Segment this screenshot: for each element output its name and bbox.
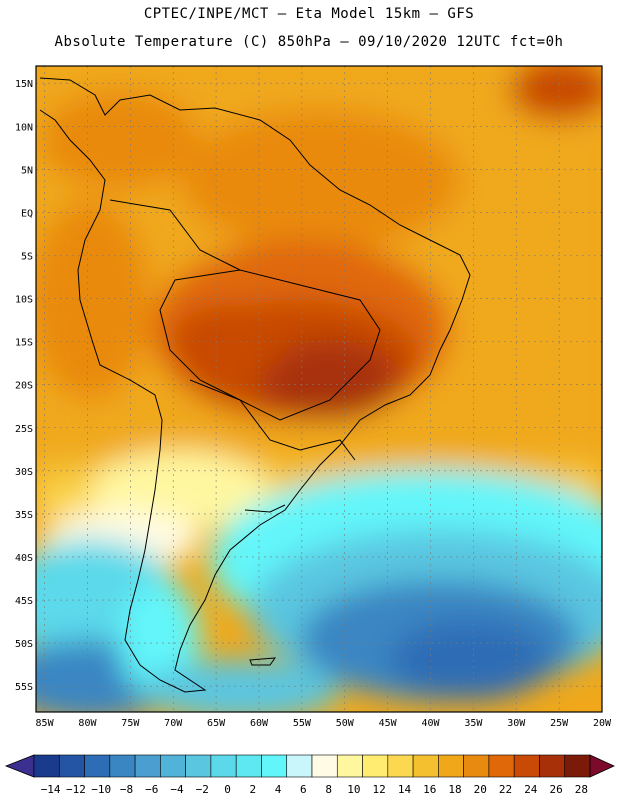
lat-label: 10N [15, 122, 33, 133]
colorbar-label: 24 [524, 783, 538, 796]
lat-label: 5N [21, 165, 33, 176]
colorbar-label: 16 [423, 783, 436, 796]
lat-label: 20S [15, 381, 33, 392]
colorbar-label: −10 [91, 783, 111, 796]
colorbar-label: 14 [398, 783, 412, 796]
lon-label: 80W [78, 718, 97, 729]
temperature-map: 15N 10N 5N EQ 5S 10S 15S 20S 25S 30S 35S 40S 45S 50S 5… [15, 65, 612, 729]
lon-label: 45W [379, 718, 398, 729]
colorbar-swatch [160, 754, 186, 778]
colorbar-swatch [336, 754, 363, 778]
colorbar-swatches [4, 754, 615, 778]
lat-label: 30S [15, 467, 33, 478]
lon-label: 75W [121, 718, 140, 729]
map-frame [35, 65, 603, 713]
colorbar-swatch [109, 754, 136, 778]
colorbar-swatch [261, 754, 288, 778]
colorbar-swatch [539, 754, 566, 778]
colorbar-label: −4 [170, 783, 184, 796]
colorbar: −14 −12 −10 −8 −6 −4 −2 0 2 4 6 8 10 12 14 16 18 20 22 24 26… [4, 754, 615, 796]
colorbar-arrow-low [4, 754, 35, 778]
colorbar-label: 28 [575, 783, 588, 796]
lat-label: 40S [15, 553, 33, 564]
lat-label: 50S [15, 639, 33, 650]
colorbar-label: 26 [549, 783, 562, 796]
lat-label: 25S [15, 424, 33, 435]
lon-label: 40W [421, 718, 440, 729]
colorbar-arrow-high [589, 754, 615, 778]
colorbar-label: 20 [474, 783, 487, 796]
lon-label: 20W [593, 718, 612, 729]
colorbar-swatch [134, 754, 161, 778]
colorbar-swatch [311, 754, 338, 778]
lat-label: 45S [15, 596, 33, 607]
colorbar-label: 4 [275, 783, 282, 796]
colorbar-swatch [33, 754, 60, 778]
colorbar-label: 22 [499, 783, 512, 796]
lat-label: 15N [15, 79, 33, 90]
colorbar-swatch [185, 754, 212, 778]
colorbar-swatch [286, 754, 313, 778]
colorbar-labels: −14 −12 −10 −8 −6 −4 −2 0 2 4 6 8 10 12 14 16 18 20 22 24 26… [41, 783, 588, 796]
lat-label: 55S [15, 682, 33, 693]
lon-label: 35W [464, 718, 483, 729]
colorbar-swatch [362, 754, 389, 778]
colorbar-label: 12 [373, 783, 386, 796]
colorbar-swatch [438, 754, 464, 778]
colorbar-label: −8 [120, 783, 133, 796]
colorbar-swatch [210, 754, 237, 778]
colorbar-swatch [58, 754, 85, 778]
lat-label: 5S [21, 251, 33, 262]
coastline [39, 77, 471, 693]
colorbar-swatch [488, 754, 515, 778]
colorbar-label: 8 [325, 783, 332, 796]
lon-label: 60W [250, 718, 269, 729]
lat-label: EQ [21, 208, 33, 219]
colorbar-label: 2 [250, 783, 257, 796]
colorbar-label: 18 [448, 783, 461, 796]
colorbar-label: 10 [347, 783, 360, 796]
latitude-labels: 15N 10N 5N EQ 5S 10S 15S 20S 25S 30S 35S 40S 45S 50S 5… [15, 79, 33, 693]
colorbar-label: 0 [224, 783, 231, 796]
lat-label: 15S [15, 338, 33, 349]
lon-label: 70W [164, 718, 183, 729]
chart-title-line2: Absolute Temperature (C) 850hPa – 09/10/… [54, 34, 564, 50]
colorbar-label: −2 [196, 783, 209, 796]
lon-label: 25W [550, 718, 569, 729]
colorbar-swatch [463, 754, 490, 778]
colorbar-swatch [387, 754, 414, 778]
colorbar-swatch [564, 754, 591, 778]
colorbar-swatch [412, 754, 439, 778]
colorbar-label: −14 [41, 783, 61, 796]
lon-label: 65W [207, 718, 226, 729]
longitude-labels: 85W 80W 75W 70W 65W 60W 55W 50W 45W 40W 35W 30W 25W 2… [36, 718, 612, 729]
lat-lon-gridlines [36, 66, 602, 712]
colorbar-label: −6 [145, 783, 158, 796]
colorbar-swatch [84, 754, 111, 778]
lon-label: 30W [507, 718, 526, 729]
lon-label: 55W [293, 718, 312, 729]
lon-label: 85W [36, 718, 55, 729]
colorbar-swatch [235, 754, 262, 778]
colorbar-label: 6 [300, 783, 307, 796]
lat-label: 35S [15, 510, 33, 521]
colorbar-swatch [513, 754, 540, 778]
colorbar-label: −12 [66, 783, 86, 796]
lat-label: 10S [15, 295, 33, 306]
chart-title-line1: CPTEC/INPE/MCT – Eta Model 15km – GFS [143, 6, 475, 22]
temperature-field [36, 66, 602, 712]
lon-label: 50W [336, 718, 355, 729]
